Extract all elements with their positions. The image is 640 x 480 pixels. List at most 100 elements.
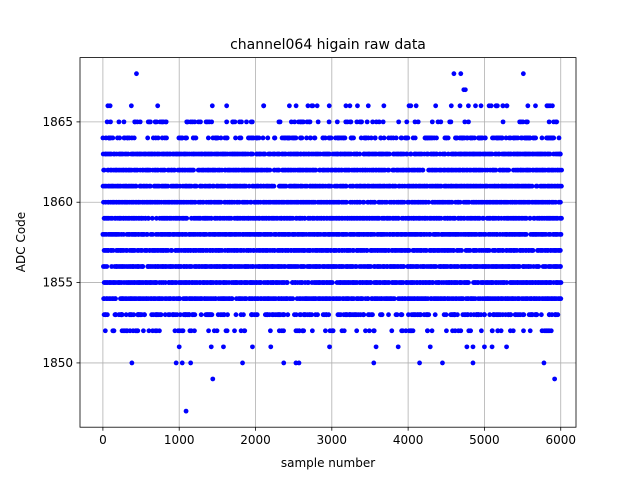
data-point <box>386 167 392 173</box>
data-point <box>443 312 449 318</box>
data-point <box>466 280 471 285</box>
data-point <box>172 167 178 173</box>
data-point <box>205 135 211 141</box>
data-point <box>209 119 215 125</box>
data-point <box>559 167 564 173</box>
data-point <box>392 296 397 302</box>
data-point <box>327 151 332 157</box>
data-point <box>111 328 117 334</box>
data-point <box>515 135 521 141</box>
data-point <box>558 264 563 269</box>
data-point <box>534 312 540 318</box>
data-point <box>365 296 371 302</box>
data-point <box>142 312 147 318</box>
data-point <box>508 312 514 318</box>
data-point <box>177 312 183 318</box>
data-point <box>296 360 302 366</box>
data-point <box>473 103 478 109</box>
data-point <box>221 344 226 350</box>
data-point <box>486 248 492 253</box>
data-point <box>412 135 418 141</box>
data-point <box>209 312 215 318</box>
data-point <box>368 135 374 141</box>
data-point <box>417 360 422 366</box>
data-point <box>433 103 439 109</box>
data-point <box>300 119 306 125</box>
data-point <box>180 328 186 334</box>
data-point <box>128 103 134 109</box>
data-point <box>163 280 168 285</box>
data-point <box>495 103 500 109</box>
axis-ticks: 0 1000 2000 3000 4000 5000 6000 1850 1855 1860 186… <box>42 115 576 447</box>
data-point <box>240 360 245 366</box>
x-tick-label: 1000 <box>164 433 195 447</box>
data-point <box>399 312 405 318</box>
data-point <box>192 119 198 125</box>
data-point <box>427 231 433 237</box>
data-point <box>425 328 430 334</box>
data-point <box>302 215 308 221</box>
data-point <box>405 135 411 141</box>
data-point <box>529 183 535 189</box>
data-point <box>524 119 530 125</box>
data-point <box>493 167 499 173</box>
data-point <box>315 119 321 125</box>
data-point <box>427 344 433 350</box>
data-point <box>418 312 424 318</box>
data-point <box>536 264 542 269</box>
data-point <box>281 312 287 318</box>
data-point <box>326 103 332 109</box>
data-point <box>144 231 150 237</box>
data-point <box>466 103 471 109</box>
data-point <box>520 71 526 77</box>
data-point <box>444 328 449 334</box>
data-point <box>169 248 175 253</box>
data-point <box>364 119 370 125</box>
data-point <box>351 248 356 253</box>
data-point <box>135 328 141 334</box>
data-point <box>155 103 161 109</box>
data-point <box>233 135 238 141</box>
data-point <box>359 119 364 125</box>
data-point <box>530 248 536 253</box>
data-point <box>533 103 538 109</box>
data-point <box>327 344 332 350</box>
data-point <box>558 280 564 285</box>
data-point <box>424 248 429 253</box>
data-point <box>214 328 220 334</box>
data-point <box>504 280 510 285</box>
data-point <box>448 119 454 125</box>
data-point <box>495 328 501 334</box>
data-point <box>404 119 410 125</box>
data-point <box>370 119 376 125</box>
data-point <box>191 167 196 173</box>
data-point <box>198 119 203 125</box>
data-point <box>527 215 533 221</box>
data-point <box>373 344 379 350</box>
data-point <box>364 248 370 253</box>
x-tick-label: 3000 <box>317 433 348 447</box>
data-point <box>548 328 554 334</box>
data-point <box>472 135 477 141</box>
data-point <box>146 328 152 334</box>
data-point <box>380 119 386 125</box>
data-point <box>504 344 509 350</box>
data-point <box>173 360 179 366</box>
data-point <box>304 135 309 141</box>
data-point <box>396 215 401 221</box>
data-point <box>312 135 318 141</box>
data-point <box>557 248 563 253</box>
plot-frame <box>79 57 577 428</box>
data-point <box>341 328 347 334</box>
data-point <box>386 312 391 318</box>
data-point <box>154 215 159 221</box>
data-point <box>365 103 371 109</box>
x-tick-label: 4000 <box>393 433 424 447</box>
data-point <box>283 183 289 189</box>
data-point <box>271 183 277 189</box>
data-point <box>249 119 255 125</box>
data-point <box>244 119 249 125</box>
data-point <box>372 199 378 205</box>
data-point <box>429 119 435 125</box>
data-point <box>387 151 392 157</box>
